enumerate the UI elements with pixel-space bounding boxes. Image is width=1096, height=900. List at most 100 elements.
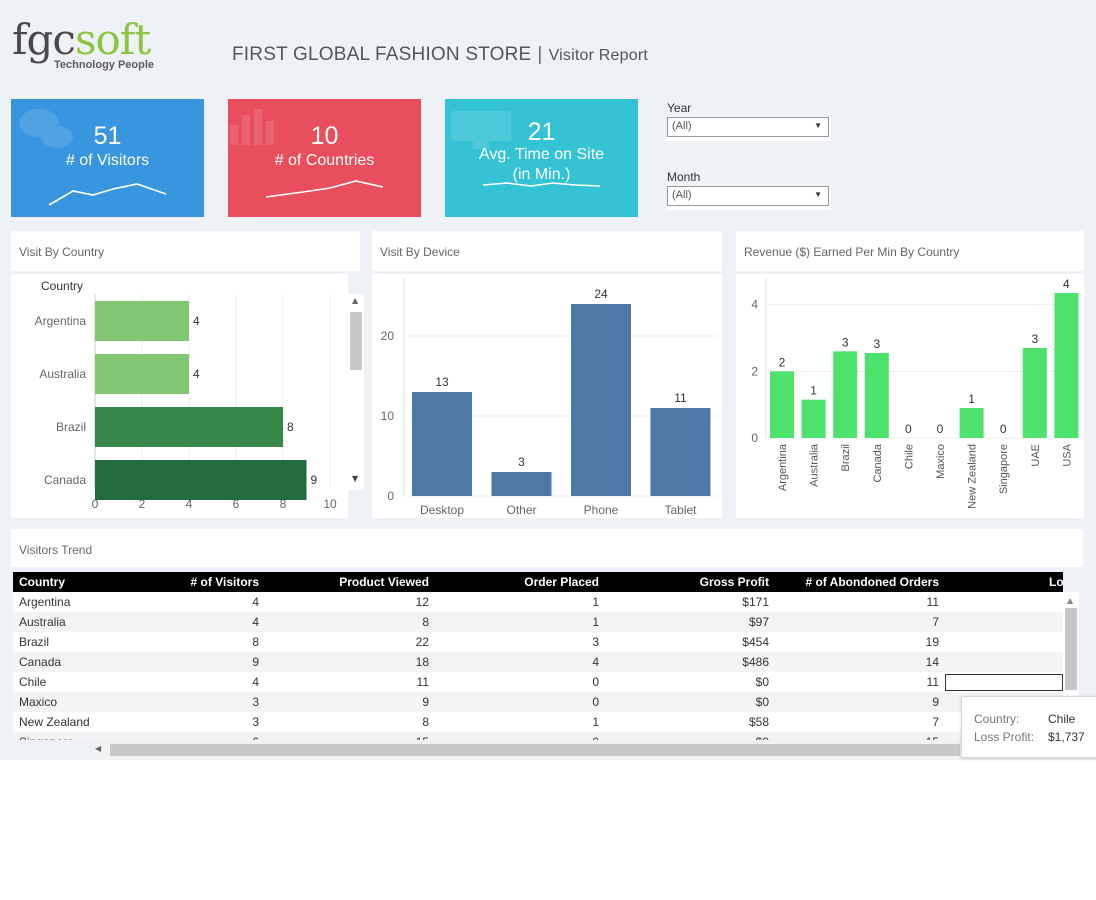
logo-text-part1: fgc xyxy=(12,15,76,64)
table-cell: 18 xyxy=(415,655,429,669)
table-cell: $0 xyxy=(755,695,769,709)
data-label: 4 xyxy=(193,367,200,381)
col-visitors[interactable]: # of Visitors xyxy=(190,575,259,589)
table-cell: $0 xyxy=(756,735,769,740)
data-label: 3 xyxy=(842,335,849,349)
table-row[interactable]: New Zealand 3 8 1 $58 7 xyxy=(13,712,1063,732)
scroll-left-icon[interactable]: ◀ xyxy=(95,744,102,753)
bar-canada xyxy=(864,353,889,438)
table-cell: $58 xyxy=(748,715,769,729)
category-label: Argentina xyxy=(35,314,87,328)
table-cell: 7 xyxy=(932,715,939,729)
col-order-placed[interactable]: Order Placed xyxy=(524,575,599,589)
kpi-visitors-label: # of Visitors xyxy=(65,152,150,169)
y-tick-label: 10 xyxy=(381,409,395,423)
bar-tablet xyxy=(650,408,711,496)
month-dropdown-value: (All) xyxy=(672,189,692,201)
scrollbar-thumb[interactable] xyxy=(1065,608,1077,690)
table-row[interactable]: Australia 4 8 1 $97 7 xyxy=(13,612,1063,632)
table-cell: 4 xyxy=(252,595,259,609)
col-loss-profit[interactable]: Los xyxy=(1049,575,1063,589)
x-tick-label: 6 xyxy=(233,497,240,511)
kpi-card-visitors: 51 # of Visitors xyxy=(11,99,204,217)
category-label: USA xyxy=(1061,443,1073,466)
chat-bubble-icon xyxy=(19,109,73,148)
logo-text-part2: soft xyxy=(74,15,151,64)
table-cell: 15 xyxy=(416,735,429,740)
scrollbar-thumb[interactable] xyxy=(350,312,362,370)
visitors-sparkline xyxy=(48,183,167,206)
table-horizontal-scrollbar[interactable]: ◀ xyxy=(92,742,1067,758)
table-cell: 11 xyxy=(416,675,429,689)
scroll-down-icon[interactable]: ▼ xyxy=(352,474,359,483)
tooltip-country-key: Country: xyxy=(974,712,1020,726)
revenue-panel: 0 2 4 2 Argentina 1 Australia 3 Brazil 3 Canada 0 Ch… xyxy=(736,274,1084,518)
month-dropdown[interactable]: (All) ▼ xyxy=(667,186,829,206)
visit-by-country-panel: Country 0 2 4 6 8 10 Argentina 4 Australia 4 Brazil… xyxy=(11,274,348,518)
data-label: 13 xyxy=(435,375,449,389)
bar-australia xyxy=(95,354,189,394)
table-cell: 22 xyxy=(415,635,429,649)
x-tick-label: 4 xyxy=(186,497,193,511)
table-cell: 3 xyxy=(592,635,599,649)
kpi-avg-time-value: 21 xyxy=(527,118,556,146)
data-label: 11 xyxy=(674,391,687,405)
monitor-icon xyxy=(451,111,511,149)
panel-title-visit-by-country: Visit By Country xyxy=(11,231,360,271)
y-tick-label: 20 xyxy=(381,329,395,343)
table-row[interactable]: Canada 9 18 4 $486 14 xyxy=(13,652,1063,672)
table-cell: Singapore xyxy=(19,735,74,740)
category-label: New Zealand xyxy=(967,444,979,509)
scrollbar-thumb[interactable] xyxy=(110,744,960,756)
country-chart-scrollbar[interactable]: ▲ ▼ xyxy=(348,294,364,490)
year-dropdown[interactable]: (All) ▼ xyxy=(667,117,829,137)
data-label: 3 xyxy=(518,455,525,469)
category-label: Phone xyxy=(584,503,619,517)
table-row[interactable]: Argentina 4 12 1 $171 11 xyxy=(13,592,1063,612)
table-row[interactable]: Maxico 3 9 0 $0 9 xyxy=(13,692,1063,712)
chevron-down-icon: ▼ xyxy=(814,190,822,199)
visit-by-device-chart: 0 10 20 13 Desktop 3 Other 24 Phone 11 Tablet xyxy=(381,278,717,517)
selected-cell-highlight[interactable] xyxy=(945,674,1063,691)
category-label: UAE xyxy=(1030,444,1042,467)
x-tick-label: 0 xyxy=(92,497,99,511)
table-cell: 6 xyxy=(252,735,259,740)
category-label: Desktop xyxy=(420,503,464,517)
scroll-up-icon[interactable]: ▲ xyxy=(352,296,359,305)
data-label: 0 xyxy=(905,422,912,436)
data-label: 0 xyxy=(937,422,944,436)
bar-argentina xyxy=(95,301,189,341)
category-label: Other xyxy=(506,503,536,517)
logo-tagline: Technology People xyxy=(54,59,155,71)
table-row[interactable]: Singapore 6 15 0 $0 15 xyxy=(13,732,1063,740)
kpi-visitors-value: 51 xyxy=(93,122,122,150)
table-row[interactable]: Chile 4 11 0 $0 11 xyxy=(13,672,1063,692)
x-tick-label: 2 xyxy=(139,497,146,511)
table-cell: Argentina xyxy=(19,595,71,609)
page-title: FIRST GLOBAL FASHION STORE | Visitor Repor… xyxy=(232,44,648,66)
col-product-viewed[interactable]: Product Viewed xyxy=(339,575,429,589)
col-abandoned-orders[interactable]: # of Abondoned Orders xyxy=(805,575,939,589)
data-label: 9 xyxy=(311,473,318,487)
filter-year-label: Year xyxy=(667,101,831,117)
table-cell: Maxico xyxy=(19,695,58,709)
category-label: Argentina xyxy=(777,443,789,491)
kpi-card-countries: 10 # of Countries xyxy=(228,99,421,217)
table-cell: 0 xyxy=(592,735,599,740)
kpi-avg-time-label: Avg. Time on Site xyxy=(478,146,605,163)
table-cell: 1 xyxy=(592,615,599,629)
table-cell: 3 xyxy=(252,695,259,709)
table-row[interactable]: Brazil 8 22 3 $454 19 xyxy=(13,632,1063,652)
category-label: Brazil xyxy=(56,420,86,434)
scroll-up-icon[interactable]: ▲ xyxy=(1067,596,1074,605)
table-cell: 0 xyxy=(592,695,599,709)
bar-chart-icon xyxy=(230,109,274,145)
filter-month-label: Month xyxy=(667,170,831,186)
title-separator: | xyxy=(537,44,543,65)
col-country[interactable]: Country xyxy=(19,575,65,589)
table-cell: 4 xyxy=(252,675,259,689)
table-cell: 1 xyxy=(592,595,599,609)
col-gross-profit[interactable]: Gross Profit xyxy=(699,575,769,589)
data-label: 24 xyxy=(594,287,608,301)
category-label: Chile xyxy=(903,444,915,469)
